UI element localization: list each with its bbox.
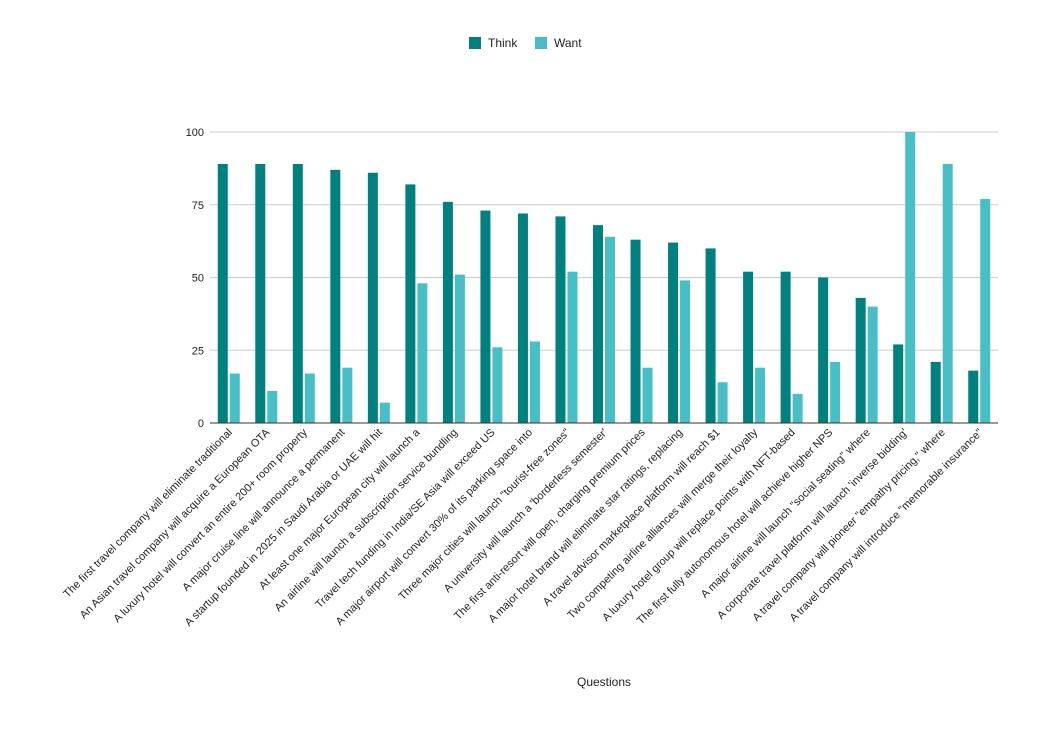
bar-want [792, 393, 803, 423]
bar-want [680, 280, 691, 423]
y-tick-label: 50 [192, 273, 204, 285]
x-tick-label: The first travel company will eliminate … [61, 427, 235, 601]
bar-think [330, 169, 341, 423]
gridlines [210, 131, 998, 351]
x-tick-label: Travel tech funding in India/SE Asia wil… [313, 427, 497, 611]
legend-swatch [535, 37, 547, 49]
x-axis-title: Questions [577, 675, 631, 689]
bar-think [668, 242, 679, 423]
bar-think [367, 172, 378, 423]
bar-think [818, 277, 829, 423]
bar-think [893, 344, 904, 423]
bar-want [605, 236, 615, 423]
y-tick-label: 100 [186, 127, 204, 139]
bar-think [405, 184, 416, 423]
x-tick-label: Three major cities will launch "tourist-… [396, 427, 572, 603]
bar-want [492, 347, 503, 423]
bar-want [567, 271, 578, 423]
bar-think [855, 297, 866, 423]
bar-think [968, 370, 979, 423]
bar-want [229, 373, 240, 423]
bar-want [267, 390, 278, 423]
legend-swatch [469, 37, 481, 49]
bar-want [905, 132, 916, 423]
bar-want [529, 341, 540, 423]
bar-think [555, 216, 566, 423]
bar-want [342, 367, 353, 423]
y-tick-label: 0 [198, 418, 204, 430]
bar-want [304, 373, 315, 423]
legend-item-think: Think [469, 36, 518, 50]
x-tick-label: A travel advisor marketplace platform wi… [541, 427, 723, 609]
bar-want [454, 274, 465, 423]
bar-want [980, 198, 991, 423]
bar-want [717, 382, 728, 423]
bar-think [705, 248, 716, 423]
bar-think [255, 164, 266, 423]
bars [217, 132, 991, 423]
y-tick-label: 25 [192, 345, 204, 357]
bar-want [379, 402, 390, 423]
bar-think [517, 213, 528, 423]
bar-think [930, 361, 941, 423]
bar-want [942, 164, 953, 423]
bar-want [755, 367, 766, 423]
legend-label: Think [488, 36, 518, 50]
bar-think [630, 239, 641, 423]
legend: Think Want [469, 36, 582, 50]
bar-think [292, 164, 303, 423]
bar-want [867, 306, 878, 423]
bar-think [480, 210, 491, 423]
bar-think [442, 201, 453, 423]
bar-think [743, 271, 754, 423]
bar-think [593, 225, 603, 423]
bar-want [642, 367, 653, 423]
y-tick-label: 75 [192, 200, 204, 212]
bar-want [417, 283, 428, 423]
bar-think [217, 164, 228, 423]
legend-label: Want [554, 36, 582, 50]
legend-item-want: Want [535, 36, 582, 50]
bar-think [780, 271, 791, 423]
bar-want [830, 361, 841, 423]
